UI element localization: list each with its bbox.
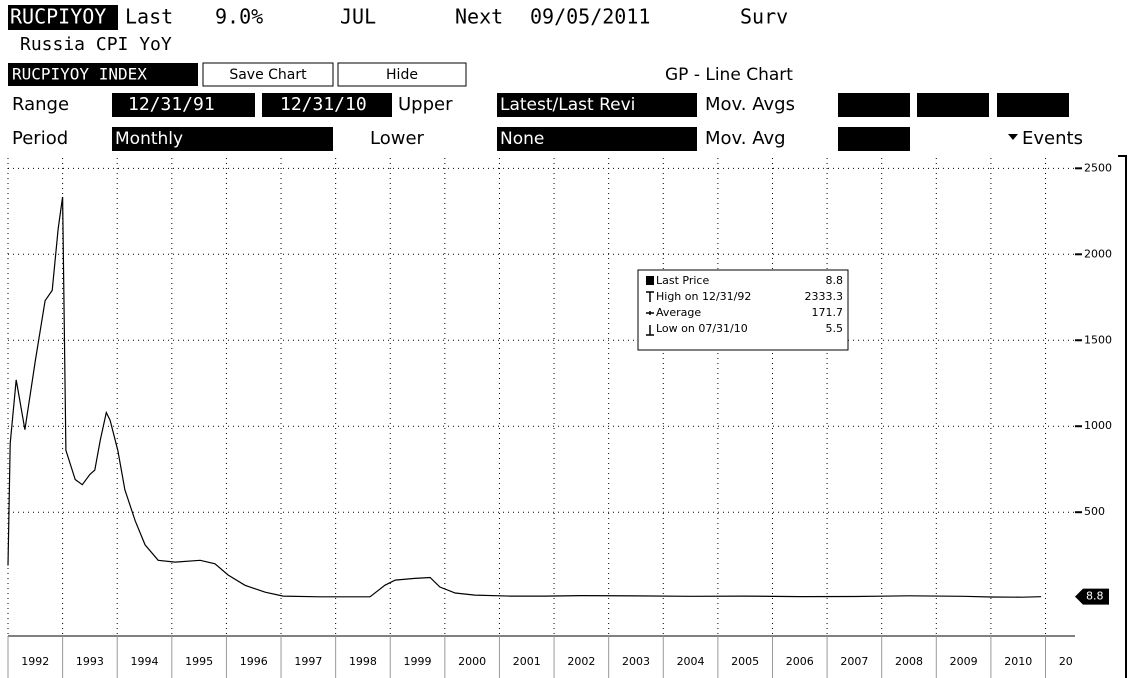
security-name: Russia CPI YoY <box>20 34 172 55</box>
last-value-label: 8.8 <box>1086 590 1104 603</box>
range-start[interactable]: 12/31/91 <box>128 94 215 115</box>
hide-tab[interactable] <box>337 62 467 87</box>
save-tab[interactable] <box>202 62 334 87</box>
upper-field[interactable] <box>497 93 697 117</box>
y-tick-label: 1500 <box>1084 333 1112 346</box>
y-tick-label: 2500 <box>1084 161 1112 174</box>
x-tick-label: 1994 <box>131 655 159 668</box>
last-label: Last <box>125 5 173 29</box>
period-label: Period <box>12 128 68 149</box>
y-tick-label: 2000 <box>1084 247 1112 260</box>
legend-value: 171.7 <box>812 306 844 319</box>
lower-label: Lower <box>370 128 425 149</box>
period-value[interactable]: Monthly <box>115 129 183 149</box>
upper-value[interactable]: Latest/Last Revi <box>500 95 635 115</box>
events-icon[interactable] <box>1008 134 1018 140</box>
mov-avg-field[interactable] <box>917 93 989 117</box>
last-value: 9.0% <box>215 5 263 29</box>
x-tick-label: 2003 <box>622 655 650 668</box>
mov-avg-label: Mov. Avg <box>705 128 786 149</box>
x-tick-label: 2001 <box>513 655 541 668</box>
index-tab-label[interactable]: RUCPIYOY INDEX <box>12 65 147 84</box>
mov-avg-field[interactable] <box>838 93 910 117</box>
next-date: 09/05/2011 <box>530 5 650 29</box>
x-tick-label: 2004 <box>677 655 705 668</box>
x-tick-label: 2002 <box>567 655 595 668</box>
range-start-field[interactable] <box>112 93 255 117</box>
x-tick-label: 2008 <box>895 655 923 668</box>
x-tick-label: 2009 <box>950 655 978 668</box>
events-button[interactable]: Events <box>1022 128 1083 149</box>
legend-icon <box>646 325 654 336</box>
legend-icon <box>646 291 654 302</box>
mov-avg-field[interactable] <box>997 93 1069 117</box>
legend-box <box>637 269 849 351</box>
x-tick-label: 1996 <box>240 655 268 668</box>
x-tick-label: 1997 <box>294 655 322 668</box>
legend-icon <box>646 276 654 285</box>
x-tick-label: 1999 <box>404 655 432 668</box>
range-end[interactable]: 12/31/10 <box>280 94 367 115</box>
upper-label: Upper <box>398 94 453 115</box>
panel-bracket <box>1118 155 1127 678</box>
x-tick-label: 2011 <box>1059 655 1087 668</box>
legend-value: 2333.3 <box>805 290 844 303</box>
x-tick-labels: 1992 1993 1994 1995 1996 1997 1998 1999 2000 2001… <box>21 655 1087 668</box>
x-tick-label: 2007 <box>840 655 868 668</box>
data-line <box>7 196 1042 598</box>
legend-value: 8.8 <box>826 274 844 287</box>
x-tick-label: 1993 <box>76 655 104 668</box>
ticker-box <box>8 5 118 30</box>
x-tick-label: 2005 <box>731 655 759 668</box>
save-tab-label[interactable]: Save Chart <box>229 67 307 83</box>
x-tick-label: 2010 <box>1004 655 1032 668</box>
ticker: RUCPIYOY <box>10 5 106 29</box>
range-end-field[interactable] <box>262 93 392 117</box>
legend-label: Low on 07/31/10 <box>656 322 748 335</box>
index-tab[interactable] <box>8 63 198 86</box>
mov-avg-field[interactable] <box>838 127 910 151</box>
survey-label: Surv <box>740 5 788 29</box>
x-tick-label: 1995 <box>185 655 213 668</box>
x-tick-label: 1998 <box>349 655 377 668</box>
chart-type: GP - Line Chart <box>665 65 793 85</box>
lower-value[interactable]: None <box>500 129 544 149</box>
legend-label: Average <box>656 306 701 319</box>
x-tick-label: 2006 <box>786 655 814 668</box>
x-tick-label: 2000 <box>458 655 486 668</box>
next-label: Next <box>455 5 503 29</box>
y-tick-label: 1000 <box>1084 419 1112 432</box>
legend-value: 5.5 <box>826 322 844 335</box>
range-label: Range <box>12 94 69 115</box>
period-field[interactable] <box>112 127 333 151</box>
x-tick-label: 1992 <box>21 655 49 668</box>
last-value-flag <box>1075 588 1109 605</box>
legend-icon <box>646 311 654 315</box>
lower-field[interactable] <box>497 127 697 151</box>
hide-tab-label[interactable]: Hide <box>386 67 418 83</box>
mov-avgs-label: Mov. Avgs <box>705 94 795 115</box>
y-tick-label: 500 <box>1084 505 1105 518</box>
legend-label: High on 12/31/92 <box>656 290 751 303</box>
legend-label: Last Price <box>656 274 709 287</box>
period: JUL <box>340 5 376 29</box>
